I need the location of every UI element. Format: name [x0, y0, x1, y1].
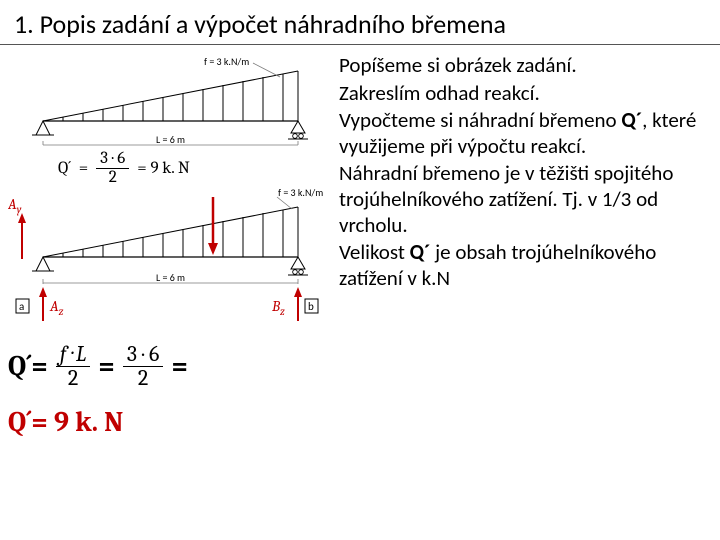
mid-result: = 9 k. N: [137, 159, 189, 178]
content-row: f = 3 k.N/m L = 6 m Q´ = 3 · 6 2 = 9 k. …: [0, 45, 720, 440]
mid-num: 3 · 6: [96, 150, 129, 169]
f-num1: f · L: [56, 343, 90, 367]
f-lhs: Q´=: [8, 350, 48, 382]
f-den1: 2: [64, 367, 82, 390]
b3-q: Q´: [621, 107, 642, 133]
f-label-2: f = 3 k.N/m: [278, 189, 323, 199]
f-mid: =: [98, 350, 115, 382]
b-label: b: [308, 300, 314, 313]
f-frac2: 3 · 6 2: [123, 343, 164, 390]
b5-q: Q´: [410, 239, 431, 265]
L-label-2: L = 6 m: [156, 271, 185, 284]
bullet-5: Velikost Q´ je obsah trojúhelníkového za…: [339, 240, 716, 291]
bullet-3: Vypočteme si náhradní břemeno Q´, které …: [339, 108, 716, 159]
a-label: a: [19, 300, 24, 313]
Ay-label: Ay: [8, 195, 22, 216]
f-label-1: f = 3 k.N/m: [204, 55, 249, 68]
mid-lhs: Q´: [58, 159, 71, 178]
bullet-1: Popíšeme si obrázek zadání.: [339, 53, 716, 79]
page-title: 1. Popis zadání a výpočet náhradního bře…: [0, 0, 720, 45]
right-column: Popíšeme si obrázek zadání. Zakreslím od…: [335, 51, 720, 440]
b3-a: Vypočteme si náhradní břemeno: [339, 107, 621, 133]
f-result: Q´= 9 k. N: [8, 406, 123, 438]
bullet-4: Náhradní břemeno je v těžišti spojitého …: [339, 161, 716, 238]
f-tail: =: [171, 350, 188, 382]
Bz-label: Bz: [271, 297, 285, 318]
f-frac1: f · L 2: [56, 343, 90, 390]
b5-a: Velikost: [339, 239, 410, 265]
mid-den: 2: [105, 169, 121, 187]
mid-eq1: =: [79, 159, 88, 178]
bullet-2: Zakreslím odhad reakcí.: [339, 81, 716, 107]
diagram-1: f = 3 k.N/m L = 6 m: [8, 53, 328, 148]
formula-result: Q´= 9 k. N: [8, 406, 329, 438]
f-den2: 2: [134, 367, 152, 390]
left-column: f = 3 k.N/m L = 6 m Q´ = 3 · 6 2 = 9 k. …: [0, 51, 335, 440]
Az-label: Az: [49, 297, 64, 318]
mid-formula: Q´ = 3 · 6 2 = 9 k. N: [58, 150, 329, 187]
f-num2: 3 · 6: [123, 343, 164, 367]
L-label-1: L = 6 m: [156, 133, 185, 146]
diagram-2: Ay f = 3: [8, 189, 332, 329]
mid-frac: 3 · 6 2: [96, 150, 129, 187]
formula-main: Q´= f · L 2 = 3 · 6 2 =: [8, 343, 329, 390]
